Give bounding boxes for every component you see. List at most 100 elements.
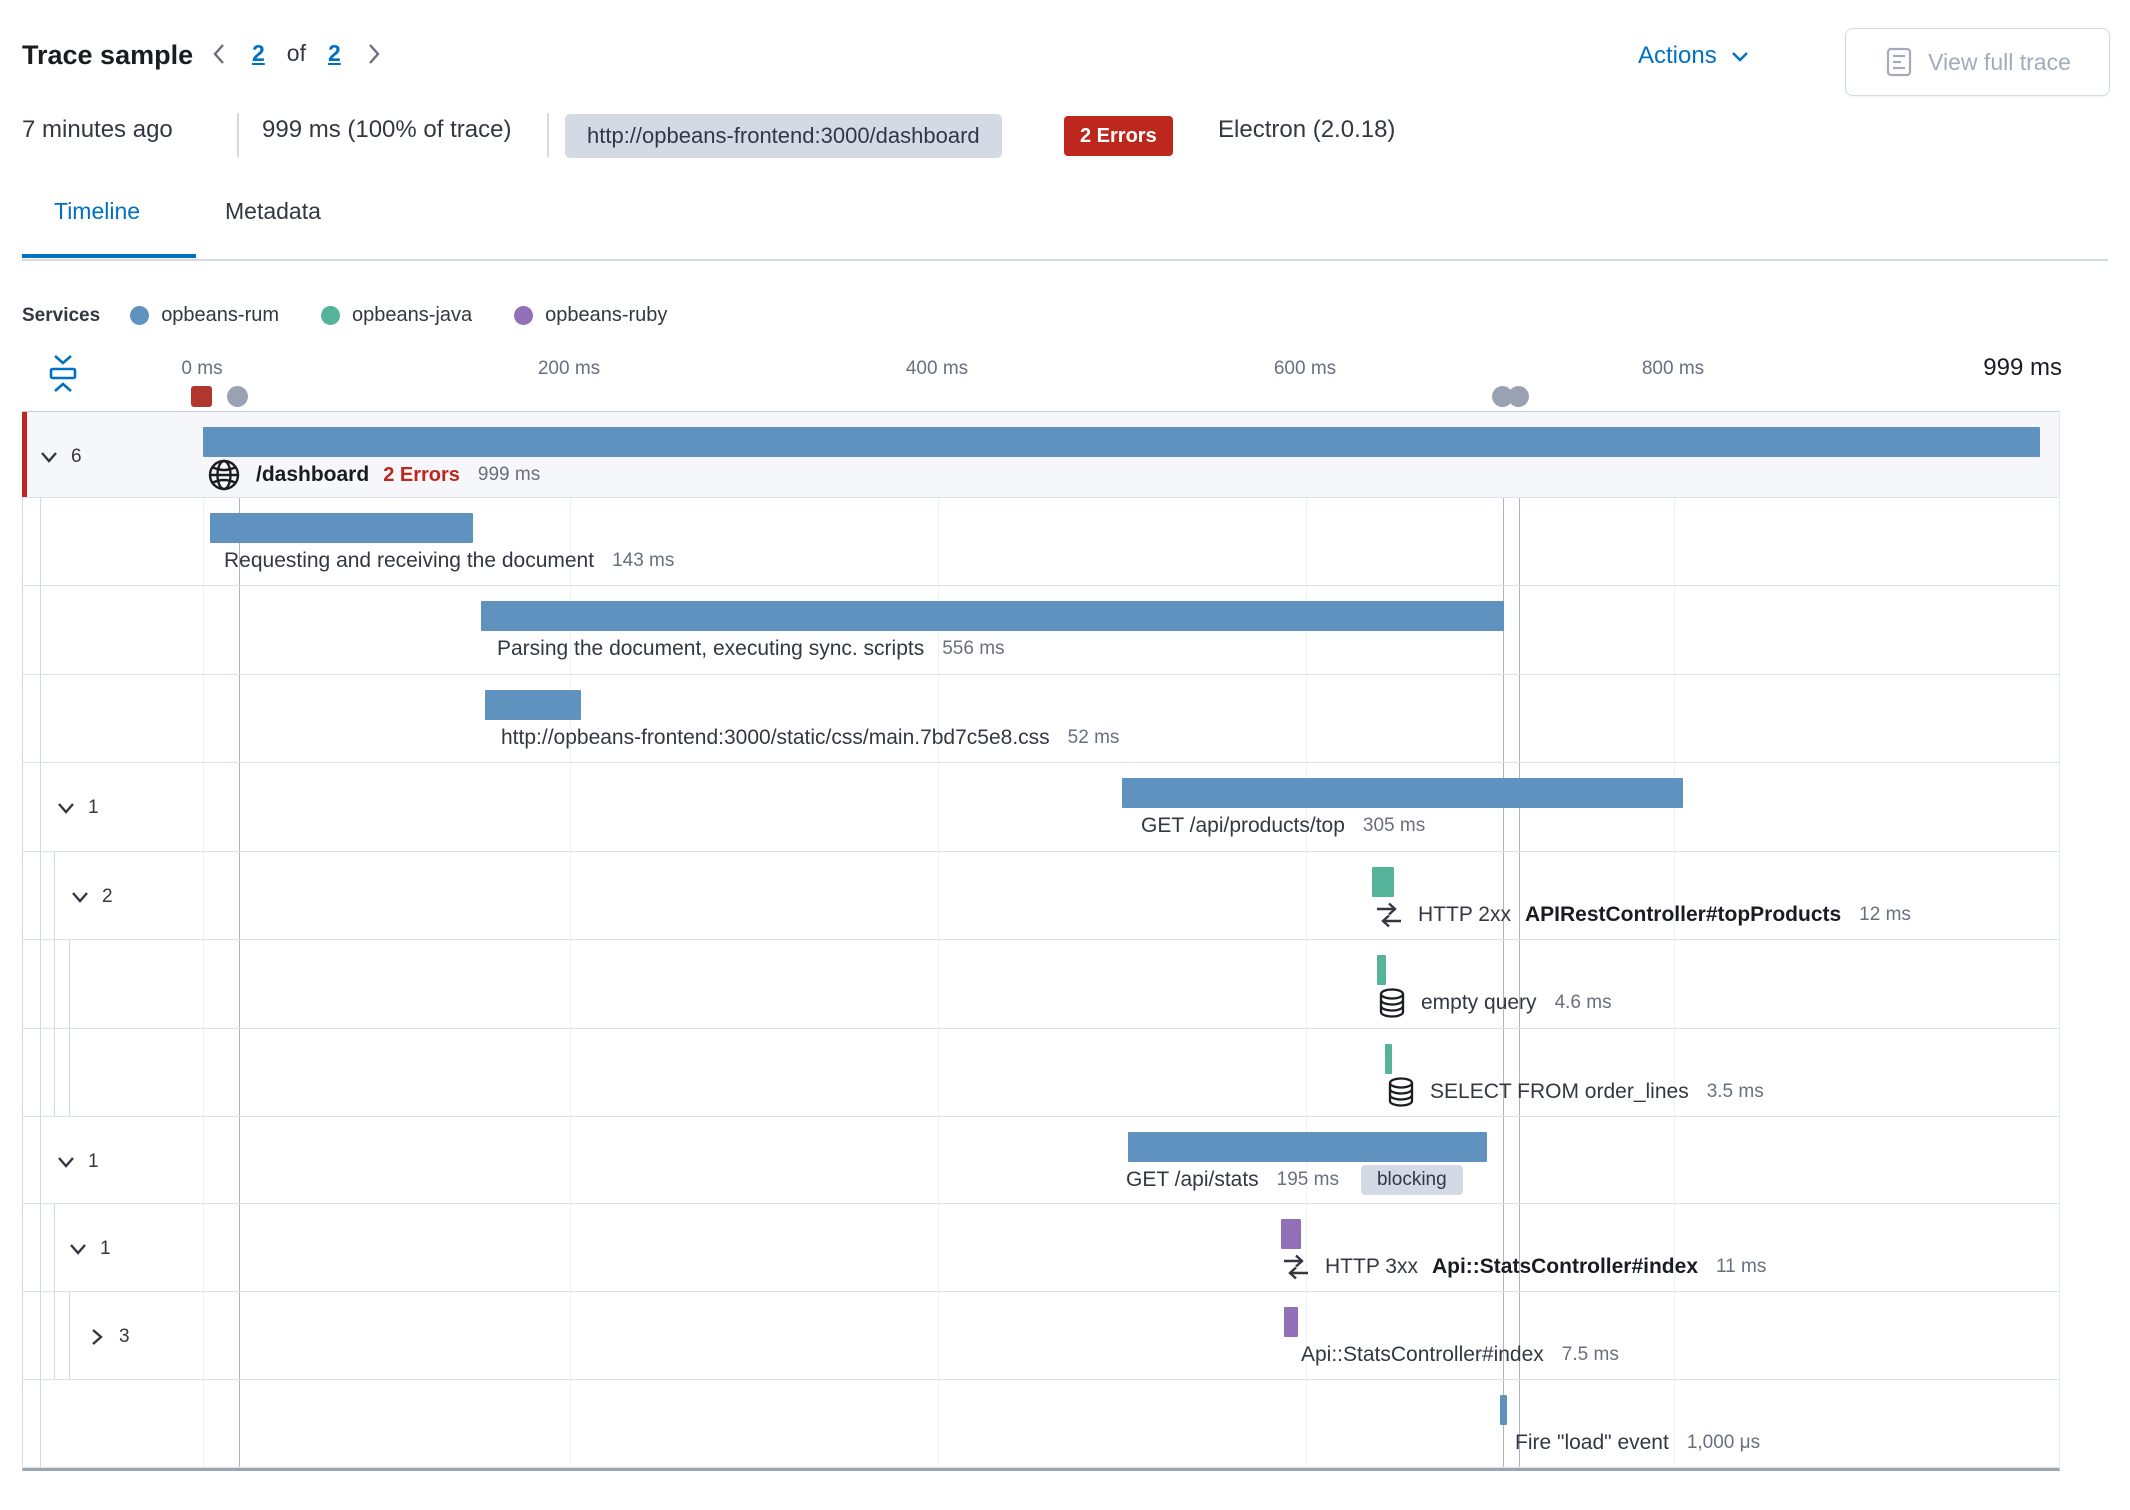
axis-tick-label: 800 ms (1641, 358, 1705, 379)
span-bar[interactable] (1372, 867, 1394, 897)
row-toggle[interactable]: 1 (66, 1232, 111, 1266)
total-trace-link[interactable]: 2 (327, 40, 341, 66)
row-toggle[interactable]: 1 (54, 791, 99, 825)
span-bar[interactable] (481, 601, 1504, 631)
row-label[interactable]: HTTP 3xx Api::StatsController#index 11 ms (1281, 1250, 1766, 1284)
actions-menu-button[interactable]: Actions (1638, 42, 1751, 70)
db-icon (1377, 987, 1407, 1019)
agent-version-label: Electron (2.0.18) (1218, 116, 1396, 143)
span-bar[interactable] (1281, 1219, 1301, 1249)
trace-waterfall: 6/dashboard 2 Errors 999 ms Requesting and … (22, 411, 2060, 1471)
row-label[interactable]: /dashboard 2 Errors 999 ms (206, 458, 540, 492)
row-label[interactable]: empty query 4.6 ms (1377, 986, 1612, 1020)
span-name-label: SELECT FROM order_lines (1430, 1080, 1689, 1103)
waterfall-row[interactable]: 2 HTTP 2xx APIRestController#topProducts 12… (23, 852, 2059, 940)
span-bar[interactable] (203, 427, 2040, 457)
axis-gridline (1306, 412, 1307, 1468)
span-name-strong-label: /dashboard (256, 463, 370, 486)
child-count-label: 1 (100, 1238, 111, 1259)
tree-indent-guide (54, 852, 55, 1117)
duration-label: 1,000 μs (1686, 1432, 1761, 1453)
page-title: Trace sample (22, 40, 194, 70)
chevron-down-icon (54, 796, 78, 820)
axis-gridline (1674, 412, 1675, 1468)
row-label[interactable]: Fire "load" event 1,000 μs (1515, 1426, 1760, 1460)
row-label[interactable]: Requesting and receiving the document 143… (224, 544, 674, 578)
row-toggle[interactable]: 3 (85, 1320, 130, 1354)
row-label[interactable]: HTTP 2xx APIRestController#topProducts 12 … (1374, 898, 1911, 932)
agent-mark[interactable] (1508, 386, 1529, 407)
span-bar[interactable] (1122, 778, 1683, 808)
axis-gridline (938, 412, 939, 1468)
span-bar[interactable] (210, 513, 473, 543)
view-full-trace-button[interactable]: View full trace (1845, 28, 2110, 96)
axis-tick-label: 600 ms (1273, 358, 1337, 379)
chevron-down-icon (66, 1237, 90, 1261)
span-name-label: Requesting and receiving the document (224, 549, 595, 572)
agent-mark[interactable] (227, 386, 248, 407)
error-mark[interactable] (191, 386, 212, 407)
tab-metadata[interactable]: Metadata (225, 198, 321, 224)
services-legend-title: Services (22, 304, 101, 326)
waterfall-row[interactable]: 1 HTTP 3xx Api::StatsController#index 11 ms (23, 1204, 2059, 1292)
duration-label: 999 ms (477, 464, 541, 485)
chevron-down-icon (54, 1150, 78, 1174)
axis-tick-label: 400 ms (905, 358, 969, 379)
span-bar[interactable] (485, 690, 581, 720)
chevron-down-icon (68, 885, 92, 909)
actions-label: Actions (1638, 42, 1717, 69)
waterfall-row[interactable]: http://opbeans-frontend:3000/static/css/… (23, 675, 2059, 763)
row-toggle[interactable]: 6 (37, 440, 82, 474)
waterfall-row[interactable]: SELECT FROM order_lines 3.5 ms (23, 1029, 2059, 1117)
row-label[interactable]: Api::StatsController#index 7.5 ms (1301, 1338, 1619, 1372)
blocking-badge[interactable]: blocking (1360, 1165, 1463, 1195)
waterfall-row[interactable]: Fire "load" event 1,000 μs (23, 1380, 2059, 1468)
row-label[interactable]: SELECT FROM order_lines 3.5 ms (1386, 1075, 1764, 1109)
document-icon (1884, 46, 1914, 78)
event-marker-line (1519, 412, 1520, 1468)
waterfall-row[interactable]: empty query 4.6 ms (23, 940, 2059, 1029)
transaction-url-badge[interactable]: http://opbeans-frontend:3000/dashboard (565, 114, 1002, 158)
errors-count-badge[interactable]: 2 Errors (1064, 116, 1173, 156)
row-label[interactable]: http://opbeans-frontend:3000/static/css/… (501, 721, 1119, 755)
waterfall-row[interactable]: Parsing the document, executing sync. sc… (23, 586, 2059, 675)
legend-item-opbeans-java: opbeans-java (321, 304, 472, 327)
collapse-timeline-icon[interactable] (44, 352, 82, 396)
span-name-label: HTTP 3xx (1325, 1255, 1418, 1278)
span-name-strong-label: Api::StatsController#index (1431, 1255, 1698, 1278)
exchange-icon (1374, 900, 1404, 930)
chevron-right-icon (85, 1325, 109, 1349)
span-bar[interactable] (1500, 1395, 1507, 1425)
row-label[interactable]: Parsing the document, executing sync. sc… (497, 632, 1005, 666)
waterfall-row[interactable]: 1 GET /api/products/top 305 ms (23, 763, 2059, 852)
span-bar[interactable] (1284, 1307, 1298, 1337)
span-name-label: HTTP 2xx (1418, 903, 1511, 926)
trace-pagination: 2 of 2 (208, 40, 385, 67)
active-tab-underline (22, 254, 196, 258)
next-trace-icon[interactable] (363, 41, 385, 67)
waterfall-row[interactable]: 1 GET /api/stats 195 ms blocking (23, 1117, 2059, 1204)
service-color-dot (514, 306, 534, 325)
span-bar[interactable] (1385, 1044, 1392, 1074)
agent-mark[interactable] (1492, 386, 1513, 407)
row-toggle[interactable]: 2 (68, 880, 113, 914)
waterfall-row[interactable]: 6/dashboard 2 Errors 999 ms (22, 412, 2059, 498)
tab-timeline[interactable]: Timeline (54, 198, 141, 224)
tree-indent-guide (40, 498, 41, 1468)
prev-trace-icon[interactable] (208, 41, 230, 67)
divider (547, 113, 549, 157)
row-label[interactable]: GET /api/products/top 305 ms (1141, 809, 1425, 843)
duration-label: 4.6 ms (1554, 992, 1612, 1013)
row-label[interactable]: GET /api/stats 195 ms blocking (1126, 1163, 1463, 1197)
duration-label: 556 ms (942, 638, 1005, 659)
row-toggle[interactable]: 1 (54, 1145, 99, 1179)
span-bar[interactable] (1128, 1132, 1487, 1162)
span-name-label: empty query (1421, 991, 1537, 1014)
axis-end-label: 999 ms (1983, 354, 2062, 381)
span-bar[interactable] (1377, 955, 1386, 985)
current-trace-link[interactable]: 2 (252, 40, 265, 66)
tree-indent-guide (69, 1292, 70, 1380)
waterfall-row[interactable]: Requesting and receiving the document 143… (23, 498, 2059, 586)
